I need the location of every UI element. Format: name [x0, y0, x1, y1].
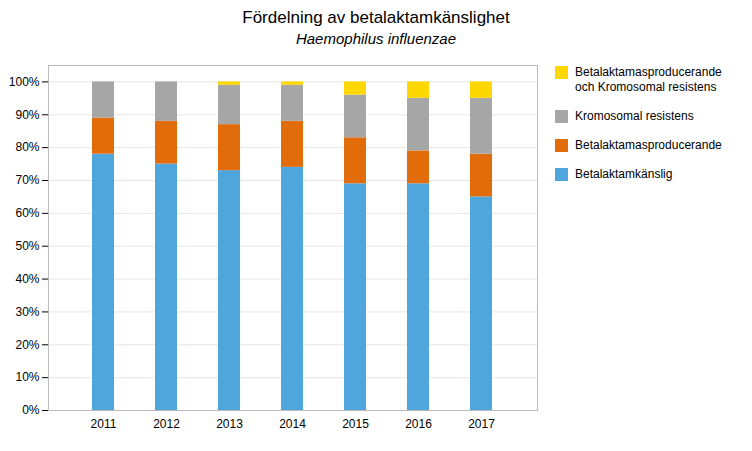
html-text:Fördelning av betalaktamkänsli: Fördelning av betalaktamkänslighet	[242, 8, 510, 27]
svg-text:30%: 30%	[15, 305, 39, 319]
html-text:Betalaktamasproducerande och K: Betalaktamasproducerande och Kromosomal …	[575, 65, 722, 94]
svg-text:90%: 90%	[15, 108, 39, 122]
svg-text:0%: 0%	[22, 403, 40, 417]
svg-text:10%: 10%	[15, 370, 39, 384]
svg-text:60%: 60%	[15, 206, 39, 220]
html-text:Betalaktamasproducerande: Betalaktamasproducerande	[575, 138, 722, 152]
svg-text:2017: 2017	[468, 417, 495, 431]
svg-text:80%: 80%	[15, 140, 39, 154]
html-text:Haemophilus influenzae: Haemophilus influenzae	[295, 30, 456, 47]
svg-text:2016: 2016	[405, 417, 432, 431]
html-text:Kromosomal resistens: Kromosomal resistens	[575, 109, 694, 123]
svg-text:20%: 20%	[15, 338, 39, 352]
html-text:Betalaktamkänslig: Betalaktamkänslig	[575, 167, 673, 181]
svg-text:2011: 2011	[91, 417, 117, 431]
svg-text:2015: 2015	[342, 417, 369, 431]
svg-text:2012: 2012	[153, 417, 180, 431]
svg-text:70%: 70%	[15, 173, 39, 187]
svg-text:50%: 50%	[15, 239, 39, 253]
svg-text:100%: 100%	[9, 75, 40, 89]
svg-text:40%: 40%	[15, 272, 39, 286]
svg-text:2014: 2014	[279, 417, 306, 431]
svg-text:2013: 2013	[216, 417, 243, 431]
